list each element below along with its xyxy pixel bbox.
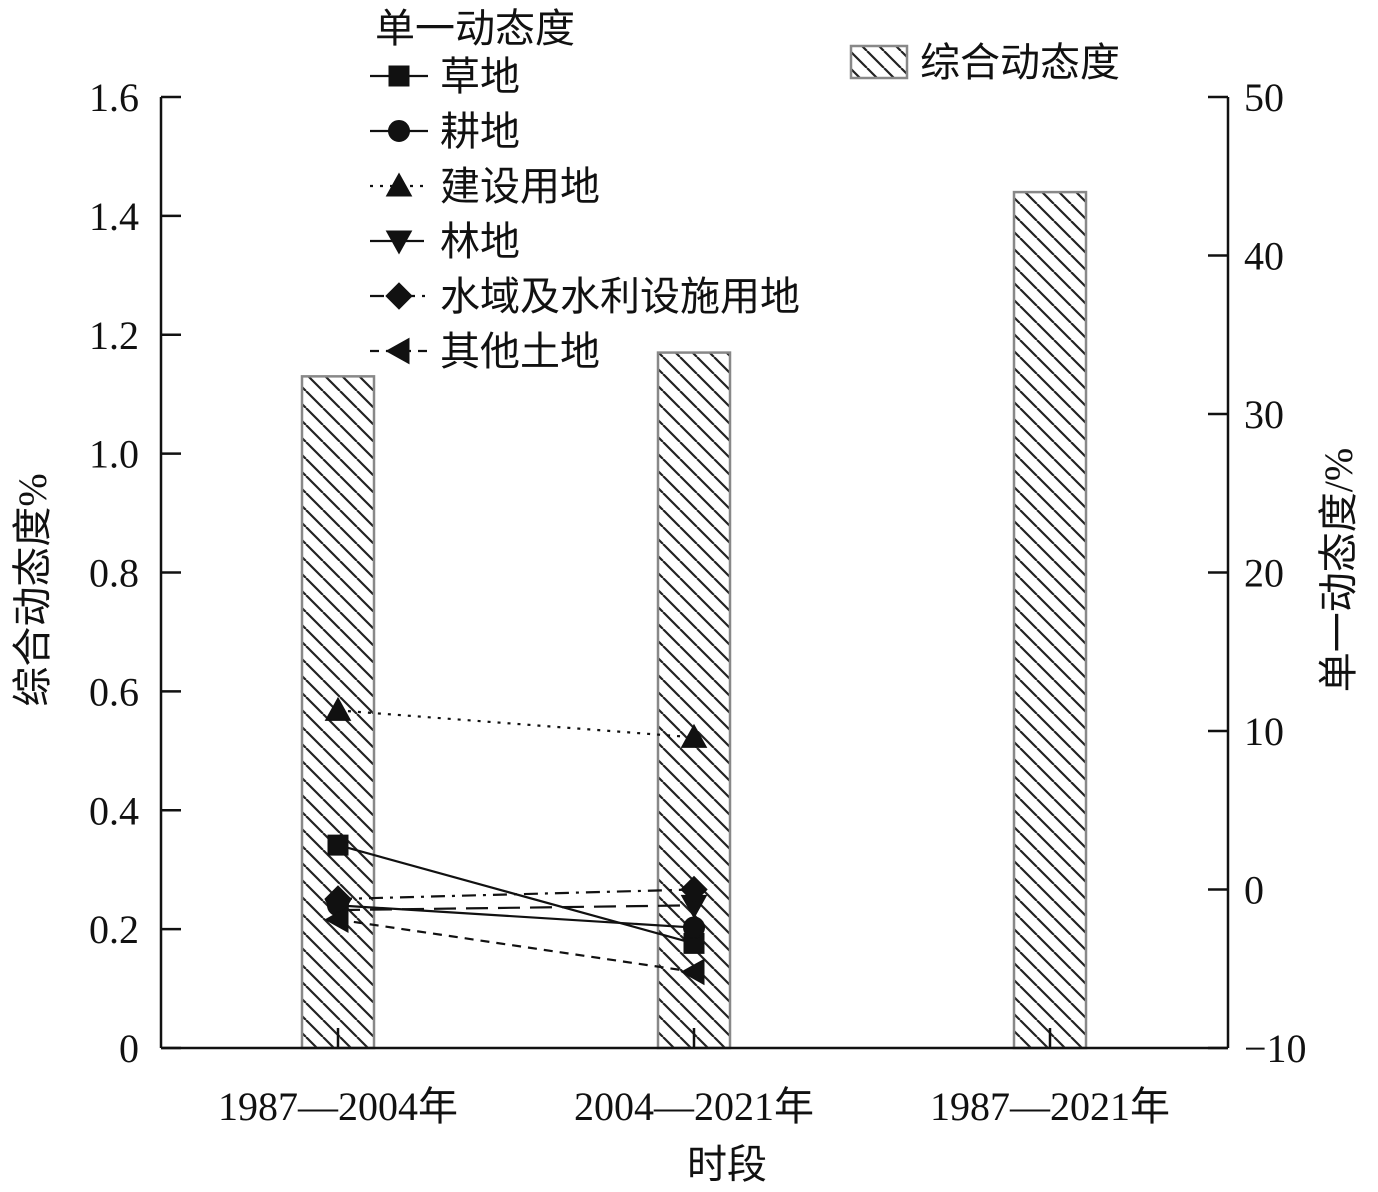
series-5-point-2 (680, 875, 708, 904)
line-series-layer (337, 709, 695, 974)
y-axis-left-title: 综合动态度% (10, 473, 55, 706)
series-line-4 (337, 904, 695, 912)
y-right-tick-label: 30 (1244, 392, 1284, 437)
y-right-tick-label: 20 (1244, 551, 1284, 596)
series-6-point-2 (680, 958, 705, 986)
y-right-tick-label: 10 (1244, 709, 1284, 754)
series-line-5 (337, 888, 695, 901)
y-left-tick-label: 0.4 (89, 788, 139, 833)
marker-layer (324, 696, 708, 986)
bar-3 (1012, 190, 1088, 1050)
legend-marker-5 (385, 282, 413, 310)
series-line-2 (337, 904, 695, 929)
legend-label-2: 耕地 (440, 109, 520, 154)
bar-legend: 综合动态度 (849, 40, 1120, 85)
legend-marker-2 (388, 120, 410, 142)
y-axis-right-title: 单一动态度/% (1316, 448, 1361, 692)
legend-label-3: 建设用地 (440, 164, 600, 209)
y-right-tick-label: 50 (1244, 75, 1284, 120)
x-axis-title: 时段 (687, 1142, 767, 1187)
series-line-6 (337, 918, 695, 974)
y-left-tick-label: 1.6 (89, 75, 139, 120)
series-1-point-1 (327, 834, 349, 856)
legend-marker-1 (388, 65, 410, 87)
series-3-point-1 (324, 696, 352, 721)
y-left-tick-label: 1.0 (89, 432, 139, 477)
series-2-point-2 (683, 916, 705, 939)
series-6-point-1 (324, 906, 349, 933)
series-line-3 (337, 709, 695, 739)
legend-marker-3 (385, 172, 413, 197)
legend-marker-4 (385, 230, 413, 255)
legend-label-5: 水域及水利设施用地 (440, 274, 800, 319)
y-left-tick-label: 1.2 (89, 313, 139, 358)
axes-layer: 0 0.2 0.4 0.6 0.8 1.0 1.2 1.4 1.6 −10 0 10 20 30 40 50 1… (89, 75, 1307, 1129)
bar-legend-swatch (849, 44, 909, 80)
bar-layer (300, 190, 1088, 1050)
series-3-point-2 (680, 723, 708, 748)
bar-legend-label: 综合动态度 (920, 40, 1120, 85)
legend-label-4: 林地 (440, 219, 520, 264)
legend-marker-6 (385, 337, 410, 365)
series-5-point-1 (324, 885, 352, 913)
y-left-tick-label: 0 (119, 1026, 139, 1071)
y-right-tick-label: 0 (1244, 868, 1264, 913)
y-left-tick-label: 0.8 (89, 551, 139, 596)
line-legend-title: 单一动态度 (375, 6, 575, 51)
legend-label-6: 其他土地 (440, 329, 600, 374)
y-left-tick-label: 1.4 (89, 194, 139, 239)
x-tick-label: 2004—2021年 (574, 1084, 814, 1129)
legend-label-1: 草地 (440, 54, 520, 99)
y-left-tick-label: 0.6 (89, 669, 139, 714)
y-right-tick-label: 40 (1244, 234, 1284, 279)
y-right-tick-label: −10 (1244, 1026, 1307, 1071)
x-tick-label: 1987—2021年 (930, 1084, 1170, 1129)
x-tick-label: 1987—2004年 (218, 1084, 458, 1129)
y-left-tick-label: 0.2 (89, 907, 139, 952)
